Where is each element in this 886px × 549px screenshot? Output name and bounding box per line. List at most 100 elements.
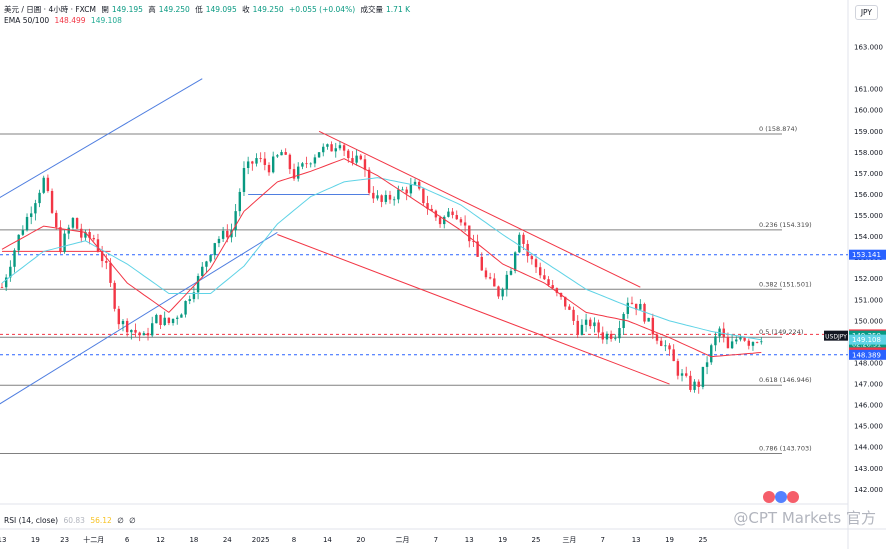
volume-label: 成交量 [360,5,384,14]
high-value: 149.250 [158,5,190,14]
candle-body [288,154,292,170]
candle-body [626,302,630,314]
candle-body [685,373,688,376]
low-value: 149.095 [205,5,237,14]
candle-body [21,230,25,235]
candle-body [484,270,488,278]
candle-body [705,362,709,367]
x-tick-label: 25 [532,536,541,544]
candle-body [747,340,750,346]
x-tick-label: 13 [632,536,641,544]
countdown-label: 02:26:31 [852,341,881,349]
symbol-header: 美元 / 日圓 · 4小時 · FXCM 開 149.195 高 149.250 低… [4,4,413,15]
candle-body [551,285,554,289]
candle-body [92,238,95,240]
fib-level-label: 0.382 (151.501) [759,280,812,288]
candle-body [651,317,655,335]
y-tick-label: 159.000 [854,128,883,136]
candle-body [397,189,400,200]
candle-body [334,148,337,152]
y-tick-label: 144.000 [854,444,883,452]
candle-body [138,332,141,336]
candle-body [150,323,154,336]
candle-body [735,339,738,342]
candle-body [576,320,579,335]
candle-body [80,228,83,238]
candle-body [376,195,379,199]
candle-body [59,227,62,253]
candle-body [30,213,33,217]
candle-body [634,303,638,310]
candle-body [55,212,58,228]
y-tick-label: 157.000 [854,170,883,178]
y-tick-label: 158.000 [854,149,883,157]
x-tick-label: 14 [323,536,332,544]
price-tag-bg [849,349,886,360]
candle-body [351,158,354,163]
cpt-logo-icon [763,491,799,503]
candle-body [63,233,66,253]
candle-body [730,341,734,349]
x-tick-label: 25 [698,536,707,544]
candle-body [513,252,517,271]
rsi-label: RSI (14, close) [4,516,59,525]
candle-body [13,250,16,267]
candle-body [142,333,146,336]
close-label: 收 [242,5,250,14]
candle-body [271,156,275,173]
candle-body [743,337,746,341]
candle-body [309,163,312,165]
candle-body [255,158,258,164]
candle-body [171,318,175,324]
candle-body [284,152,287,155]
candle-body [363,159,367,170]
x-tick-label: 8 [292,536,296,544]
candle-body [555,288,559,293]
candle-body [50,190,54,213]
candle-body [501,289,504,297]
candle-body [755,342,759,343]
x-tick-label: 6 [125,536,130,544]
y-tick-label: 150.000 [854,317,883,325]
y-tick-label: 142.000 [854,486,883,494]
y-tick-label: 152.000 [854,275,883,283]
ema50-line [1,158,762,358]
candle-body [113,282,116,309]
candle-body [584,319,588,325]
channel-line [0,78,203,199]
candle-body [405,189,408,194]
x-tick-label: 7 [434,536,438,544]
candle-body [234,211,237,231]
candle-body [267,164,271,173]
candle-body [497,286,500,297]
y-tick-label: 163.000 [854,44,883,52]
candle-body [659,340,663,346]
candle-body [614,338,617,340]
x-tick-label: 19 [665,536,674,544]
fib-level-label: 0.786 (143.703) [759,444,812,452]
open-value: 149.195 [111,5,143,14]
candle-body [88,232,91,239]
candle-body [701,366,705,387]
y-tick-label: 146.000 [854,402,883,410]
candle-body [263,158,267,165]
candle-body [326,144,329,147]
candle-body [176,317,179,319]
price-tag-value: 148.389 [852,351,881,359]
currency-button[interactable]: JPY [854,5,878,20]
fib-level-label: 0 (158.874) [759,125,797,133]
candle-body [447,211,450,217]
high-label: 高 [148,5,156,14]
candle-body [313,157,317,164]
channel-line [277,234,670,385]
price-tag-bg [849,334,886,345]
candle-body [676,361,680,376]
candle-body [463,222,467,226]
rsi-value: 60.83 [63,516,85,525]
candle-body [384,194,388,202]
y-tick-label: 145.000 [854,423,883,431]
candle-body [301,163,304,167]
candle-body [338,145,342,149]
x-tick-label: 三月 [562,536,576,544]
